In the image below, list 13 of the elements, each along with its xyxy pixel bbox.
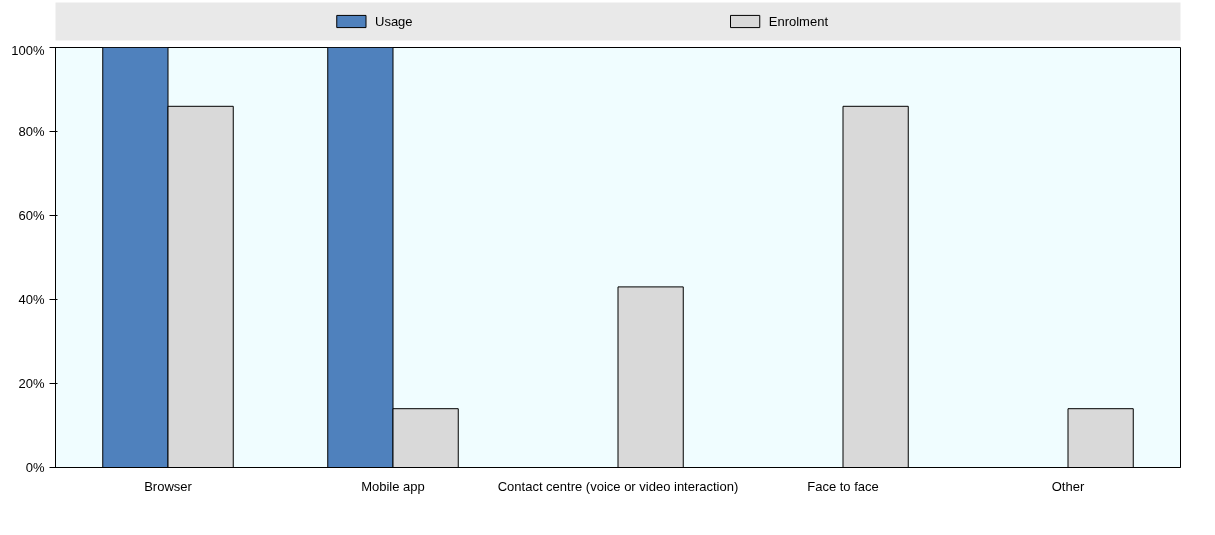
legend-label: Enrolment [768,14,829,29]
y-tick-label: 40% [18,292,45,307]
y-tick-label: 0% [25,460,45,475]
y-tick-label: 60% [18,208,45,223]
x-tick-label: Browser [144,478,193,494]
x-tick-label: Face to face [807,478,879,494]
x-tick-label: Other [1051,478,1085,494]
y-tick-label: 100% [11,42,45,58]
x-tick-label: Contact centre (voice or video interaction) [497,478,739,494]
x-tick-label: Mobile app [361,478,425,494]
y-tick-label: 20% [18,376,45,391]
legend-label: Usage [375,14,413,29]
y-tick-label: 80% [18,124,45,139]
